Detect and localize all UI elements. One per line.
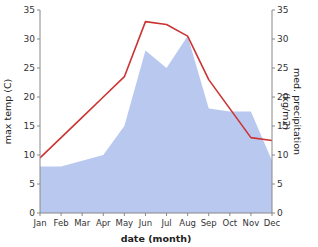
- y2-tick: [272, 10, 275, 11]
- y2-tick: [272, 184, 275, 185]
- y-tick: [37, 10, 40, 11]
- y2-tick: [272, 126, 275, 127]
- x-tick-label: Mar: [74, 218, 91, 228]
- x-tick: [250, 213, 251, 216]
- x-tick-label: Oct: [222, 218, 237, 228]
- y2-tick-label: 10: [277, 150, 289, 160]
- y2-tick: [272, 155, 275, 156]
- y-tick: [37, 68, 40, 69]
- y-tick-label: 0: [29, 208, 35, 218]
- y2-axis-label-line: (kg/m2): [281, 93, 292, 130]
- y-tick-label: 10: [24, 150, 36, 160]
- x-tick-label: Nov: [243, 218, 260, 228]
- chart: 0510152025303505101520253035JanFebMarApr…: [0, 0, 318, 247]
- x-tick-label: Feb: [54, 218, 69, 228]
- y2-tick-label: 5: [277, 179, 283, 189]
- y-tick: [37, 155, 40, 156]
- y-tick: [37, 184, 40, 185]
- x-tick: [187, 213, 188, 216]
- x-tick: [124, 213, 125, 216]
- x-tick: [145, 213, 146, 216]
- y-tick-label: 5: [29, 179, 35, 189]
- y2-tick-label: 0: [277, 208, 283, 218]
- y-tick-label: 25: [24, 63, 35, 73]
- x-tick: [208, 213, 209, 216]
- x-tick: [272, 213, 273, 216]
- x-tick-label: Sep: [201, 218, 217, 228]
- y-tick: [37, 39, 40, 40]
- x-tick: [166, 213, 167, 216]
- x-tick-label: Jan: [32, 218, 46, 228]
- x-tick-label: Jun: [138, 218, 152, 228]
- y2-tick: [272, 39, 275, 40]
- y2-axis-line: [272, 10, 273, 213]
- x-tick: [229, 213, 230, 216]
- plot-area: [40, 22, 272, 213]
- y-tick: [37, 126, 40, 127]
- y-axis-label: max temp (C): [2, 79, 13, 145]
- x-axis-label: date (month): [121, 233, 192, 244]
- x-tick: [103, 213, 104, 216]
- y2-tick: [272, 97, 275, 98]
- x-tick-label: Aug: [179, 218, 196, 228]
- x-tick-label: Apr: [96, 218, 111, 228]
- y-tick: [37, 97, 40, 98]
- x-tick-label: May: [116, 218, 134, 228]
- x-tick-label: Jul: [160, 218, 171, 228]
- y-tick-label: 35: [24, 5, 35, 15]
- y-axis-line: [40, 10, 41, 213]
- y2-tick-label: 25: [277, 63, 288, 73]
- y-tick-label: 30: [24, 34, 36, 44]
- y-tick-label: 20: [24, 92, 36, 102]
- y2-tick-label: 30: [277, 34, 289, 44]
- x-tick: [61, 213, 62, 216]
- x-axis-line: [40, 213, 272, 214]
- y-tick-label: 15: [24, 121, 35, 131]
- y2-tick: [272, 68, 275, 69]
- x-tick: [40, 213, 41, 216]
- y2-axis-label-line: med. precipitation: [292, 68, 303, 155]
- x-tick: [82, 213, 83, 216]
- y2-tick-label: 35: [277, 5, 288, 15]
- x-tick-label: Dec: [264, 218, 281, 228]
- y2-axis-label: med. precipitation(kg/m2): [281, 68, 303, 155]
- temp-line: [40, 22, 272, 158]
